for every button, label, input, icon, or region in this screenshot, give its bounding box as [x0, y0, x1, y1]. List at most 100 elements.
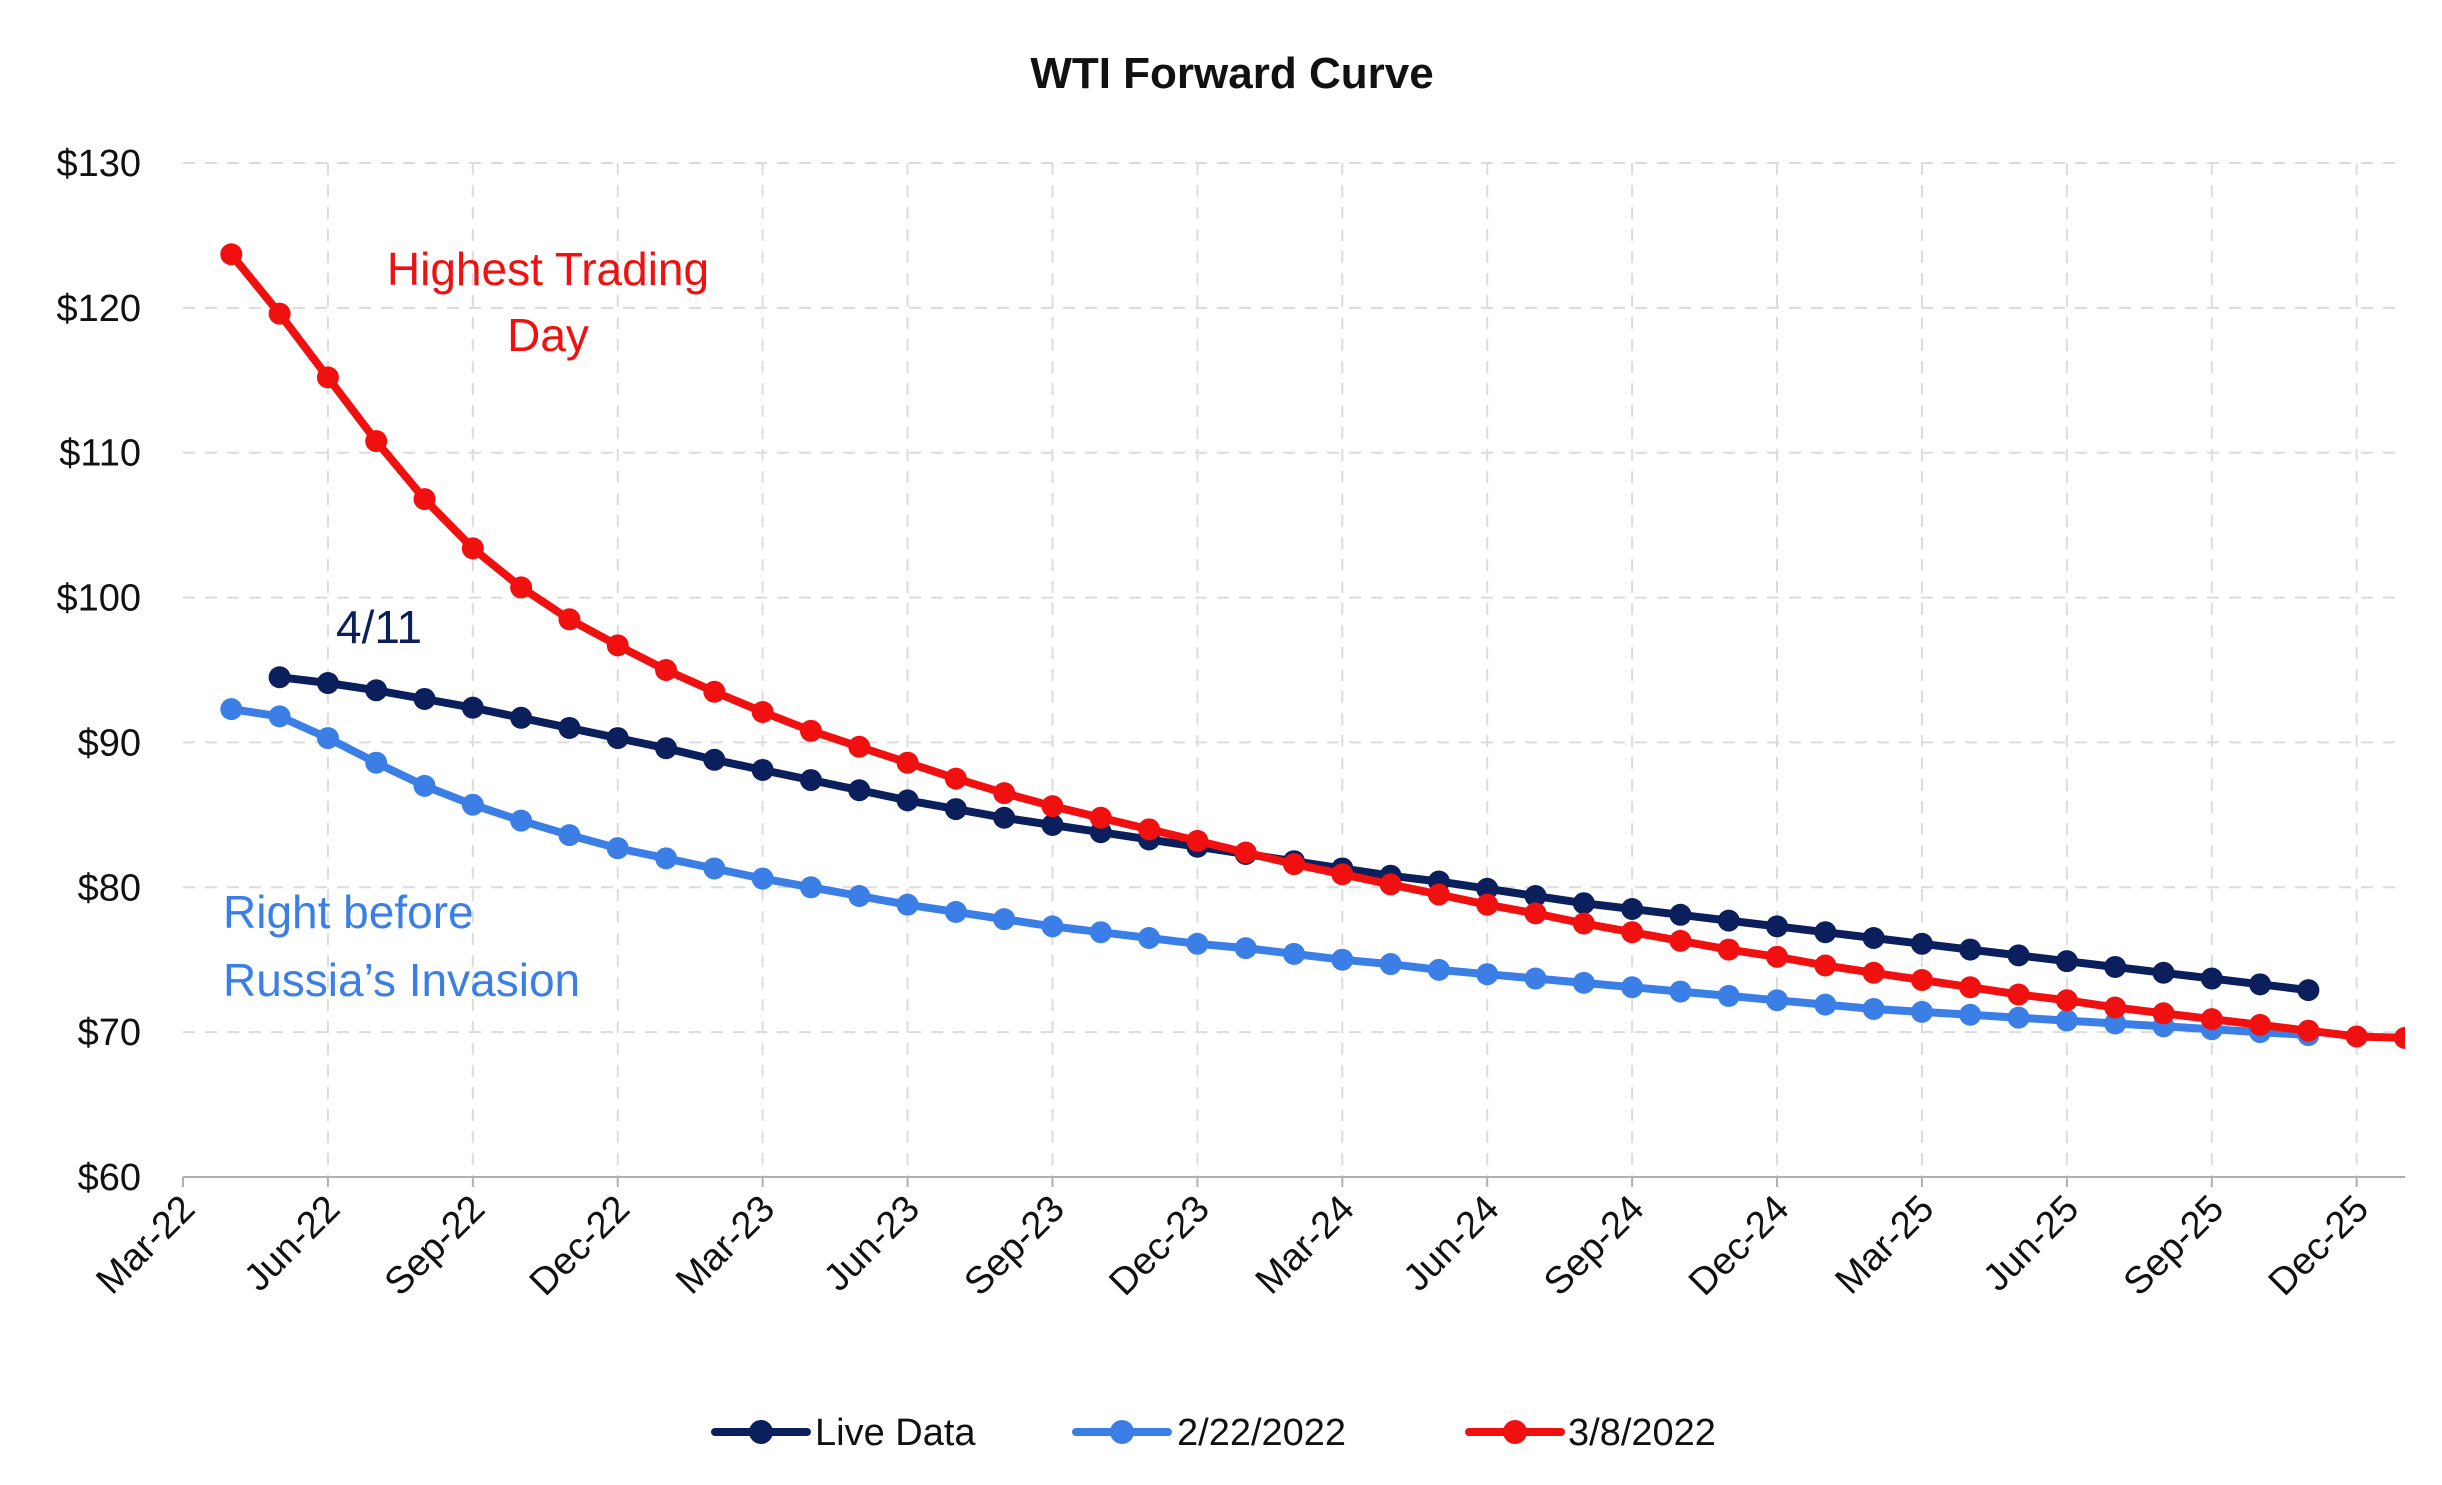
- data-point: [1524, 902, 1547, 925]
- data-point: [655, 847, 678, 870]
- legend-swatch-marker: [1503, 1420, 1527, 1444]
- data-point: [1234, 937, 1257, 960]
- data-point: [413, 488, 436, 511]
- data-point: [510, 706, 533, 729]
- data-point: [1959, 938, 1982, 961]
- data-point: [1669, 980, 1692, 1003]
- data-point: [848, 779, 871, 802]
- y-tick-label: $110: [59, 433, 141, 475]
- data-point: [1427, 883, 1450, 906]
- data-point: [1717, 909, 1740, 932]
- x-tick-label: Dec-25: [2261, 1188, 2377, 1304]
- data-point: [1766, 915, 1789, 938]
- data-point: [944, 900, 967, 923]
- data-point: [461, 537, 484, 560]
- x-tick-label: Dec-22: [522, 1188, 638, 1304]
- data-point: [268, 666, 291, 689]
- x-tick-label: Jun-24: [1396, 1188, 1508, 1300]
- data-point: [1862, 926, 1885, 949]
- data-point: [944, 767, 967, 790]
- data-point: [1186, 932, 1209, 955]
- data-point: [2394, 1026, 2405, 1049]
- y-tick-label: $100: [56, 578, 141, 620]
- y-tick-label: $130: [56, 143, 141, 185]
- data-point: [510, 576, 533, 599]
- data-point: [413, 774, 436, 797]
- data-point: [1621, 921, 1644, 944]
- data-point: [268, 302, 291, 325]
- data-point: [2055, 989, 2078, 1012]
- data-point: [1717, 938, 1740, 961]
- data-point: [2104, 996, 2127, 1019]
- data-point: [1427, 958, 1450, 981]
- data-point: [799, 719, 822, 742]
- data-point: [1476, 963, 1499, 986]
- data-point: [2007, 1006, 2030, 1029]
- x-tick-label: Jun-23: [816, 1188, 928, 1300]
- data-point: [703, 680, 726, 703]
- data-point: [703, 857, 726, 880]
- legend-item-feb-22-2022: 2/22/2022: [1072, 1412, 1346, 1454]
- data-point: [1959, 1003, 1982, 1026]
- data-point: [751, 867, 774, 890]
- data-point: [2297, 979, 2320, 1002]
- data-point: [1621, 898, 1644, 921]
- data-point: [848, 884, 871, 907]
- y-tick-label: $80: [78, 867, 141, 909]
- data-point: [2152, 1002, 2175, 1025]
- data-point: [1283, 942, 1305, 965]
- data-point: [848, 735, 871, 758]
- data-point: [703, 748, 726, 771]
- data-point: [2007, 983, 2030, 1006]
- data-point: [316, 727, 339, 750]
- x-tick-label: Dec-24: [1681, 1188, 1797, 1304]
- data-point: [1959, 976, 1982, 999]
- data-point: [751, 758, 774, 781]
- data-point: [558, 716, 581, 739]
- data-point: [896, 893, 919, 916]
- data-point: [1814, 954, 1837, 977]
- legend-label: 2/22/2022: [1177, 1412, 1346, 1454]
- data-point: [993, 908, 1016, 931]
- data-point: [1910, 1000, 1933, 1023]
- annotation-before-invasion: Right before: [223, 886, 474, 938]
- chart-title: WTI Forward Curve: [1030, 49, 1433, 98]
- axes: $60 $70 $80 $90 $100 $110 $120 $130 Mar-22 Jun-22…: [56, 143, 2405, 1304]
- data-point: [2104, 1012, 2127, 1035]
- data-point: [1379, 953, 1402, 976]
- data-point: [655, 659, 678, 681]
- data-point: [1814, 921, 1837, 944]
- data-point: [1669, 903, 1692, 926]
- data-point: [799, 876, 822, 899]
- annotation-before-invasion: Russia’s Invasion: [223, 954, 580, 1006]
- data-point: [1524, 967, 1547, 990]
- data-point: [1814, 993, 1837, 1016]
- data-point: [461, 793, 484, 816]
- data-point: [1862, 997, 1885, 1020]
- legend-swatch-marker: [749, 1420, 773, 1444]
- x-tick-label: Mar-24: [1248, 1188, 1363, 1303]
- data-point: [365, 751, 388, 774]
- data-point: [896, 751, 919, 774]
- y-tick-label: $70: [78, 1012, 141, 1054]
- data-point: [1572, 892, 1595, 915]
- legend-item-mar-8-2022: 3/8/2022: [1465, 1412, 1716, 1454]
- data-point: [316, 366, 339, 389]
- data-point: [2055, 950, 2078, 973]
- data-point: [2249, 1013, 2272, 1036]
- data-point: [1379, 873, 1402, 896]
- data-point: [220, 698, 243, 721]
- data-point: [2200, 1008, 2223, 1031]
- data-point: [1283, 853, 1305, 876]
- data-point: [1138, 818, 1161, 841]
- x-tick-label: Mar-22: [89, 1188, 204, 1303]
- data-point: [606, 727, 629, 750]
- data-point: [365, 679, 388, 702]
- data-point: [799, 769, 822, 792]
- x-tick-label: Sep-24: [1536, 1188, 1652, 1304]
- legend-label: 3/8/2022: [1568, 1412, 1716, 1454]
- data-point: [2345, 1025, 2368, 1048]
- data-point: [1041, 915, 1064, 938]
